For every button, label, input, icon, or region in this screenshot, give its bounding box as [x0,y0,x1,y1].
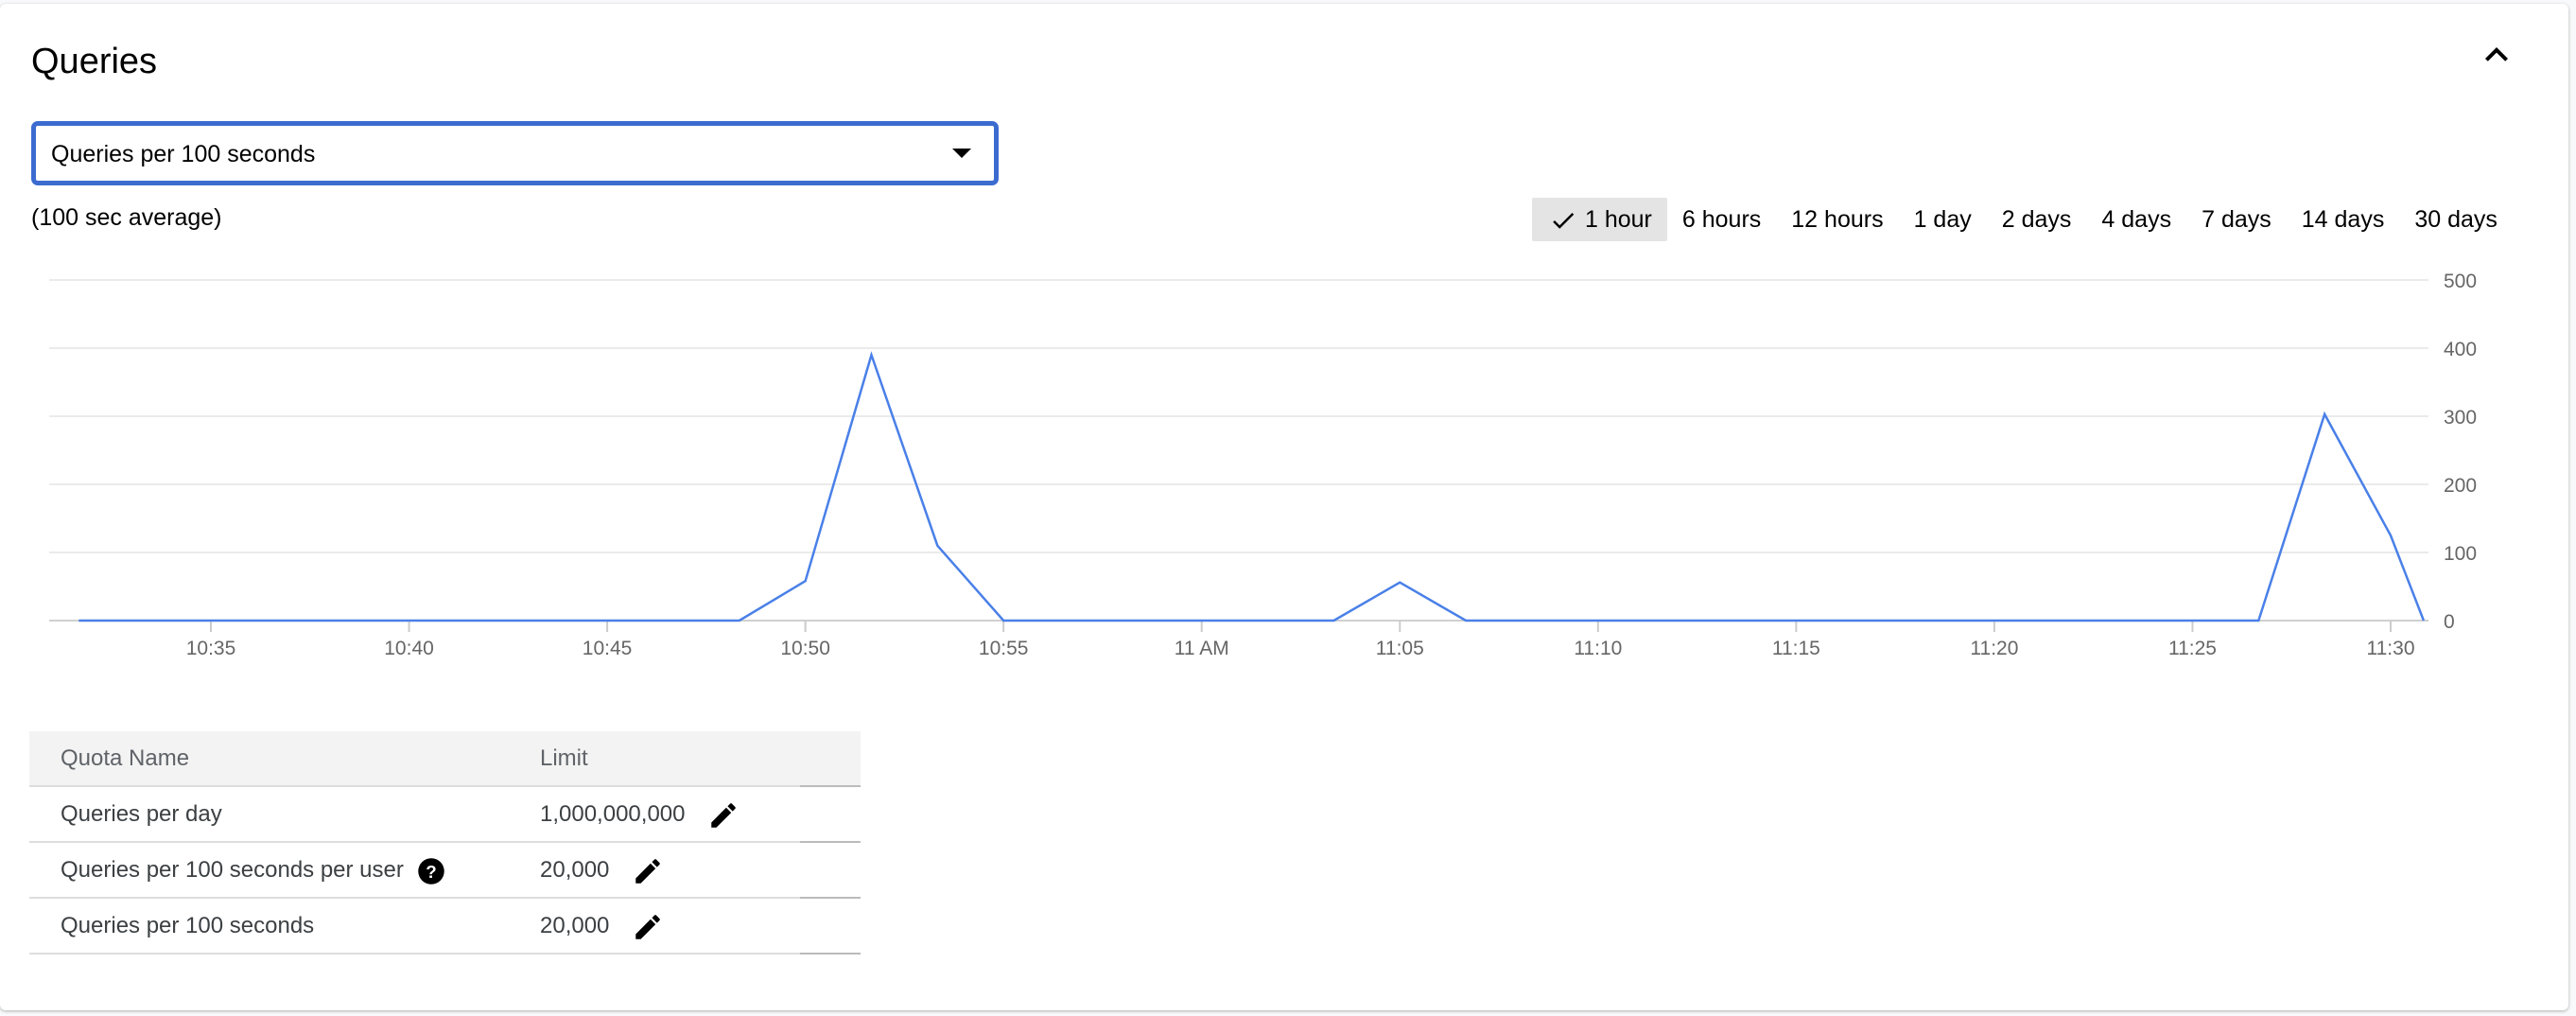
time-range-label: 7 days [2202,206,2271,233]
quota-limit: 1,000,000,000 [540,801,686,827]
x-tick-label: 10:45 [583,638,633,659]
chevron-up-icon [2485,47,2508,61]
x-tick-label: 10:40 [384,638,434,659]
time-range-selector: 1 hour 6 hours 12 hours 1 day 2 days 4 days 7 … [1532,198,2513,241]
x-tick-label: 11:20 [1970,638,2018,659]
x-tick-label: 11:15 [1772,638,1820,659]
table-header: Quota Name Limit [29,731,861,787]
time-range-label: 1 hour [1585,206,1652,233]
time-range-30-days[interactable]: 30 days [2399,198,2513,241]
time-range-1-day[interactable]: 1 day [1899,198,1987,241]
collapse-button[interactable] [2474,32,2519,78]
series-line [78,351,2426,622]
x-tick-label: 10:35 [186,638,236,659]
x-tick-label: 10:50 [780,638,830,659]
y-tick-label: 200 [2444,475,2477,497]
quota-name: Queries per day [61,801,222,827]
y-tick-label: 300 [2444,407,2477,429]
time-range-label: 30 days [2414,206,2498,233]
quota-limit: 20,000 [540,913,610,938]
time-range-4-days[interactable]: 4 days [2086,198,2186,241]
y-tick-label: 400 [2444,339,2477,360]
table-row: Queries per day 1,000,000,000 [29,787,861,843]
x-tick-label: 11:10 [1574,638,1622,659]
time-range-14-days[interactable]: 14 days [2287,198,2400,241]
time-range-1-hour[interactable]: 1 hour [1532,198,1667,241]
time-range-7-days[interactable]: 7 days [2186,198,2287,241]
time-range-6-hours[interactable]: 6 hours [1667,198,1776,241]
time-range-label: 4 days [2101,206,2172,233]
queries-chart: 0 100 200 300 400 500 10:35 10:40 10:45 10:50 10:5… [49,271,2477,659]
pencil-icon[interactable] [707,799,740,832]
time-range-12-hours[interactable]: 12 hours [1776,198,1898,241]
x-tick-label: 11:05 [1376,638,1424,659]
time-range-label: 1 day [1913,206,1972,233]
check-icon [1553,213,1575,230]
metric-select-value: Queries per 100 seconds [51,141,316,167]
y-tick-label: 100 [2444,543,2477,565]
x-tick-label: 10:55 [979,638,1029,659]
column-header-limit: Limit [540,745,588,771]
dropdown-arrow-icon [952,149,971,158]
quota-name: Queries per 100 seconds [61,913,315,938]
column-header-quota-name: Quota Name [61,745,190,771]
time-range-2-days[interactable]: 2 days [1987,198,2087,241]
y-tick-label: 500 [2444,271,2477,292]
x-tick-label: 11 AM [1175,638,1229,659]
x-tick-label: 11:25 [2168,638,2217,659]
quota-limit: 20,000 [540,857,610,883]
time-range-label: 12 hours [1791,206,1884,233]
quota-name: Queries per 100 seconds per user [61,857,404,883]
metric-select[interactable]: Queries per 100 seconds [31,121,999,185]
pencil-icon[interactable] [632,911,664,943]
average-note: (100 sec average) [31,204,222,231]
time-range-label: 6 hours [1681,206,1762,233]
quota-table: Quota Name Limit Queries per day 1,000,00… [29,731,861,955]
time-range-label: 2 days [2001,206,2072,233]
svg-text:?: ? [426,862,436,882]
help-circle-icon[interactable]: ? [417,857,445,885]
y-tick-label: 0 [2444,611,2455,633]
time-range-label: 14 days [2301,206,2385,233]
pencil-icon[interactable] [632,855,664,887]
table-row: Queries per 100 seconds per user? 20,000 [29,843,861,899]
table-row: Queries per 100 seconds 20,000 [29,899,861,955]
card-title: Queries [31,42,158,81]
x-tick-label: 11:30 [2367,638,2415,659]
